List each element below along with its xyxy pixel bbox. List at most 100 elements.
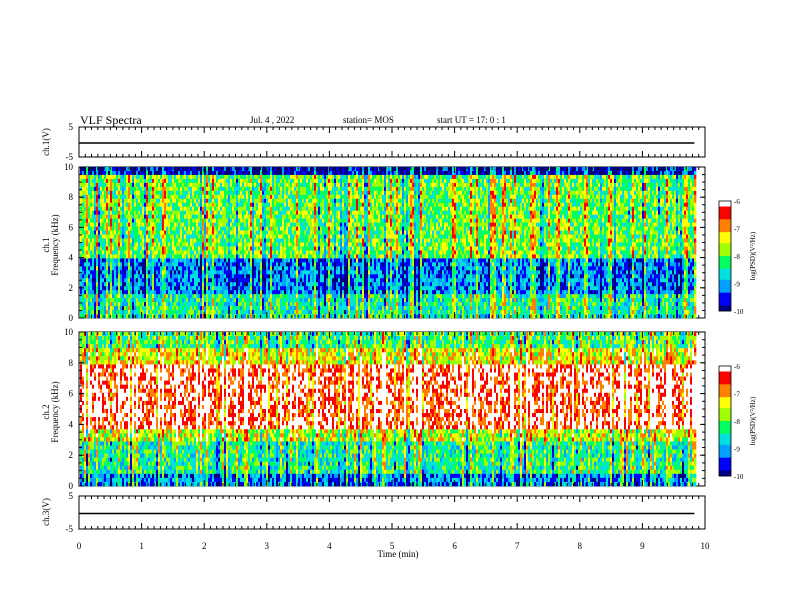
spectrogram-cell	[272, 170, 275, 176]
spectrogram-cell	[204, 254, 207, 259]
spectrogram-cell	[248, 270, 251, 275]
spectrogram-cell	[94, 174, 97, 180]
spectrogram-cell	[254, 202, 257, 208]
spectrogram-cell	[196, 167, 199, 172]
spectrogram-cell	[142, 214, 145, 219]
spectrogram-cell	[86, 234, 89, 239]
spectrogram-cell	[176, 278, 179, 283]
spectrogram-cell	[120, 242, 123, 247]
spectrogram-cell	[100, 250, 103, 255]
spectrogram-cell	[322, 310, 325, 315]
spectrogram-cell	[166, 294, 169, 299]
spectrogram-cell	[230, 202, 233, 208]
spectrogram-cell	[320, 194, 323, 200]
spectrogram-cell	[166, 170, 169, 176]
spectrogram-cell	[228, 230, 231, 235]
spectrogram-cell	[184, 174, 187, 180]
spectrogram-cell	[268, 306, 271, 311]
spectrogram-cell	[156, 246, 159, 251]
spectrogram-cell	[288, 246, 291, 251]
spectrogram-cell	[202, 290, 205, 295]
spectrogram-cell	[322, 302, 325, 307]
spectrogram-cell	[220, 218, 223, 223]
spectrogram-cell	[324, 278, 327, 283]
spectrogram-cell	[184, 194, 187, 200]
spectrogram-cell	[184, 282, 187, 287]
spectrogram-cell	[162, 210, 165, 215]
spectrogram-cell	[312, 174, 315, 180]
spectrogram-cell	[154, 174, 157, 180]
spectrogram-cell	[210, 250, 213, 255]
spectrogram-cell	[272, 234, 275, 239]
spectrogram-cell	[286, 194, 289, 200]
spectrogram-cell	[102, 170, 105, 176]
spectrogram-cell	[128, 242, 131, 247]
spectrogram-cell	[148, 306, 151, 311]
spectrogram-cell	[236, 182, 239, 188]
spectrogram-cell	[176, 222, 179, 227]
spectrogram-cell	[126, 190, 129, 196]
spectrogram-cell	[128, 290, 131, 295]
spectrogram-cell	[112, 274, 115, 279]
spectrogram-cell	[226, 286, 229, 291]
spectrogram-cell	[234, 270, 237, 275]
spectrogram-cell	[260, 294, 263, 299]
spectrogram-cell	[108, 202, 111, 208]
spectrogram-cell	[182, 226, 185, 231]
spectrogram-cell	[194, 306, 197, 311]
spectrogram-cell	[266, 242, 269, 247]
spectrogram-cell	[330, 242, 333, 247]
spectrogram-cell	[314, 167, 317, 172]
spectrogram-cell	[118, 278, 121, 283]
spectrogram-cell	[262, 278, 265, 283]
spectrogram-cell	[164, 282, 167, 287]
spectrogram-cell	[140, 262, 143, 267]
spectrogram-cell	[84, 234, 87, 239]
spectrogram-cell	[176, 170, 179, 176]
spectrogram-cell	[318, 226, 321, 231]
spectrogram-cell	[86, 262, 89, 267]
spectrogram-cell	[214, 186, 217, 192]
spectrogram-cell	[128, 278, 131, 283]
spectrogram-cell	[160, 202, 163, 208]
spectrogram-cell	[122, 306, 125, 311]
spectrogram-cell	[220, 226, 223, 231]
spectrogram-cell	[84, 174, 87, 180]
spectrogram-cell	[196, 282, 199, 287]
spectrogram-cell	[174, 286, 177, 291]
spectrogram-cell	[296, 290, 299, 295]
spectrogram-cell	[230, 310, 233, 315]
spectrogram-cell	[304, 230, 307, 235]
spectrogram-cell	[150, 270, 153, 275]
spectrogram-cell	[82, 250, 85, 255]
spectrogram-cell	[328, 174, 331, 180]
spectrogram-cell	[148, 202, 151, 208]
spectrogram-cell	[158, 282, 161, 287]
spectrogram-cell	[254, 242, 257, 247]
spectrogram-cell	[166, 194, 169, 200]
spectrogram-cell	[126, 278, 129, 283]
spectrogram-cell	[250, 190, 253, 196]
spectrogram-cell	[228, 218, 231, 223]
spectrogram-cell	[194, 278, 197, 283]
spectrogram-cell	[246, 206, 249, 212]
spectrogram-cell	[336, 167, 339, 172]
spectrogram-cell	[82, 182, 85, 188]
spectrogram-cell	[268, 218, 271, 223]
spectrogram-cell	[262, 198, 265, 204]
spectrogram-cell	[234, 302, 237, 307]
spectrogram-cell	[82, 198, 85, 204]
spectrogram-cell	[208, 270, 211, 275]
spectrogram-cell	[206, 234, 209, 239]
spectrogram-cell	[202, 202, 205, 208]
spectrogram-cell	[298, 290, 301, 295]
spectrogram-cell	[276, 278, 279, 283]
spectrogram-cell	[140, 266, 143, 271]
spectrogram-cell	[192, 226, 195, 231]
spectrogram-cell	[250, 194, 253, 200]
spectrogram-cell	[120, 278, 123, 283]
spectrogram-cell	[216, 294, 219, 299]
spectrogram-cell	[264, 194, 267, 200]
spectrogram-cell	[314, 198, 317, 204]
spectrogram-cell	[216, 306, 219, 311]
